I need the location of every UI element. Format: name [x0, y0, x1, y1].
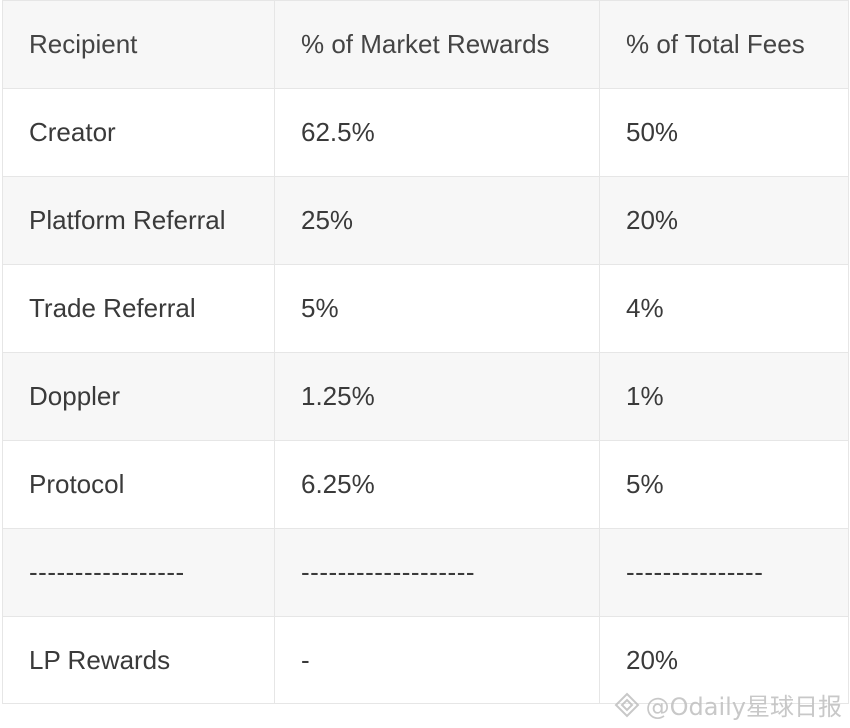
market-rewards-cell: - [274, 616, 600, 704]
market-rewards-cell: 6.25% [274, 440, 600, 529]
recipient-cell: Platform Referral [2, 176, 275, 265]
table-header-row: Recipient % of Market Rewards % of Total… [2, 0, 849, 89]
fee-distribution-table: Recipient % of Market Rewards % of Total… [2, 0, 849, 704]
recipient-cell: LP Rewards [2, 616, 275, 704]
market-rewards-cell: 62.5% [274, 88, 600, 177]
total-fees-cell: 1% [599, 352, 849, 441]
recipient-cell: Protocol [2, 440, 275, 529]
total-fees-cell: 20% [599, 176, 849, 265]
table-row: Doppler 1.25% 1% [2, 352, 849, 441]
market-rewards-cell: 25% [274, 176, 600, 265]
recipient-cell: Trade Referral [2, 264, 275, 353]
separator-cell: --------------- [599, 528, 849, 617]
separator-cell: ----------------- [2, 528, 275, 617]
table-row: Creator 62.5% 50% [2, 88, 849, 177]
separator-row: ----------------- ------------------- --… [2, 528, 849, 617]
total-fees-cell: 50% [599, 88, 849, 177]
market-rewards-cell: 1.25% [274, 352, 600, 441]
table-row: Platform Referral 25% 20% [2, 176, 849, 265]
header-recipient: Recipient [2, 0, 275, 89]
table-row: Trade Referral 5% 4% [2, 264, 849, 353]
market-rewards-cell: 5% [274, 264, 600, 353]
table-row: Protocol 6.25% 5% [2, 440, 849, 529]
separator-cell: ------------------- [274, 528, 600, 617]
header-total-fees: % of Total Fees [599, 0, 849, 89]
table-row: LP Rewards - 20% [2, 616, 849, 704]
recipient-cell: Creator [2, 88, 275, 177]
header-market-rewards: % of Market Rewards [274, 0, 600, 89]
recipient-cell: Doppler [2, 352, 275, 441]
total-fees-cell: 20% [599, 616, 849, 704]
total-fees-cell: 5% [599, 440, 849, 529]
total-fees-cell: 4% [599, 264, 849, 353]
